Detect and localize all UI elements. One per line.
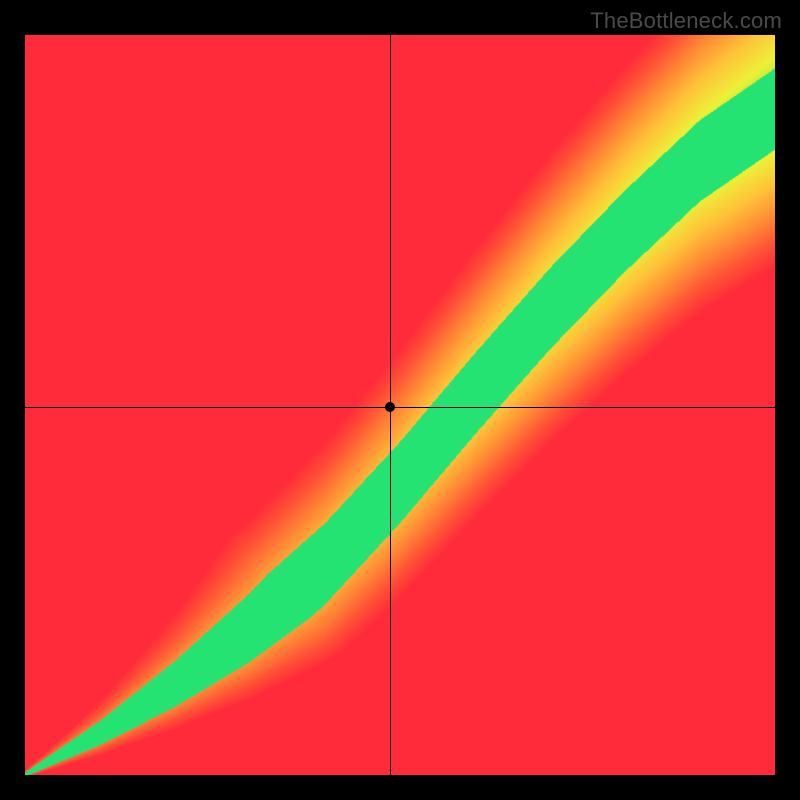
- data-point-marker: [385, 402, 395, 412]
- watermark-text: TheBottleneck.com: [590, 8, 782, 34]
- heatmap-canvas: [25, 35, 775, 775]
- heatmap-plot: [25, 35, 775, 775]
- crosshair-horizontal: [25, 407, 775, 408]
